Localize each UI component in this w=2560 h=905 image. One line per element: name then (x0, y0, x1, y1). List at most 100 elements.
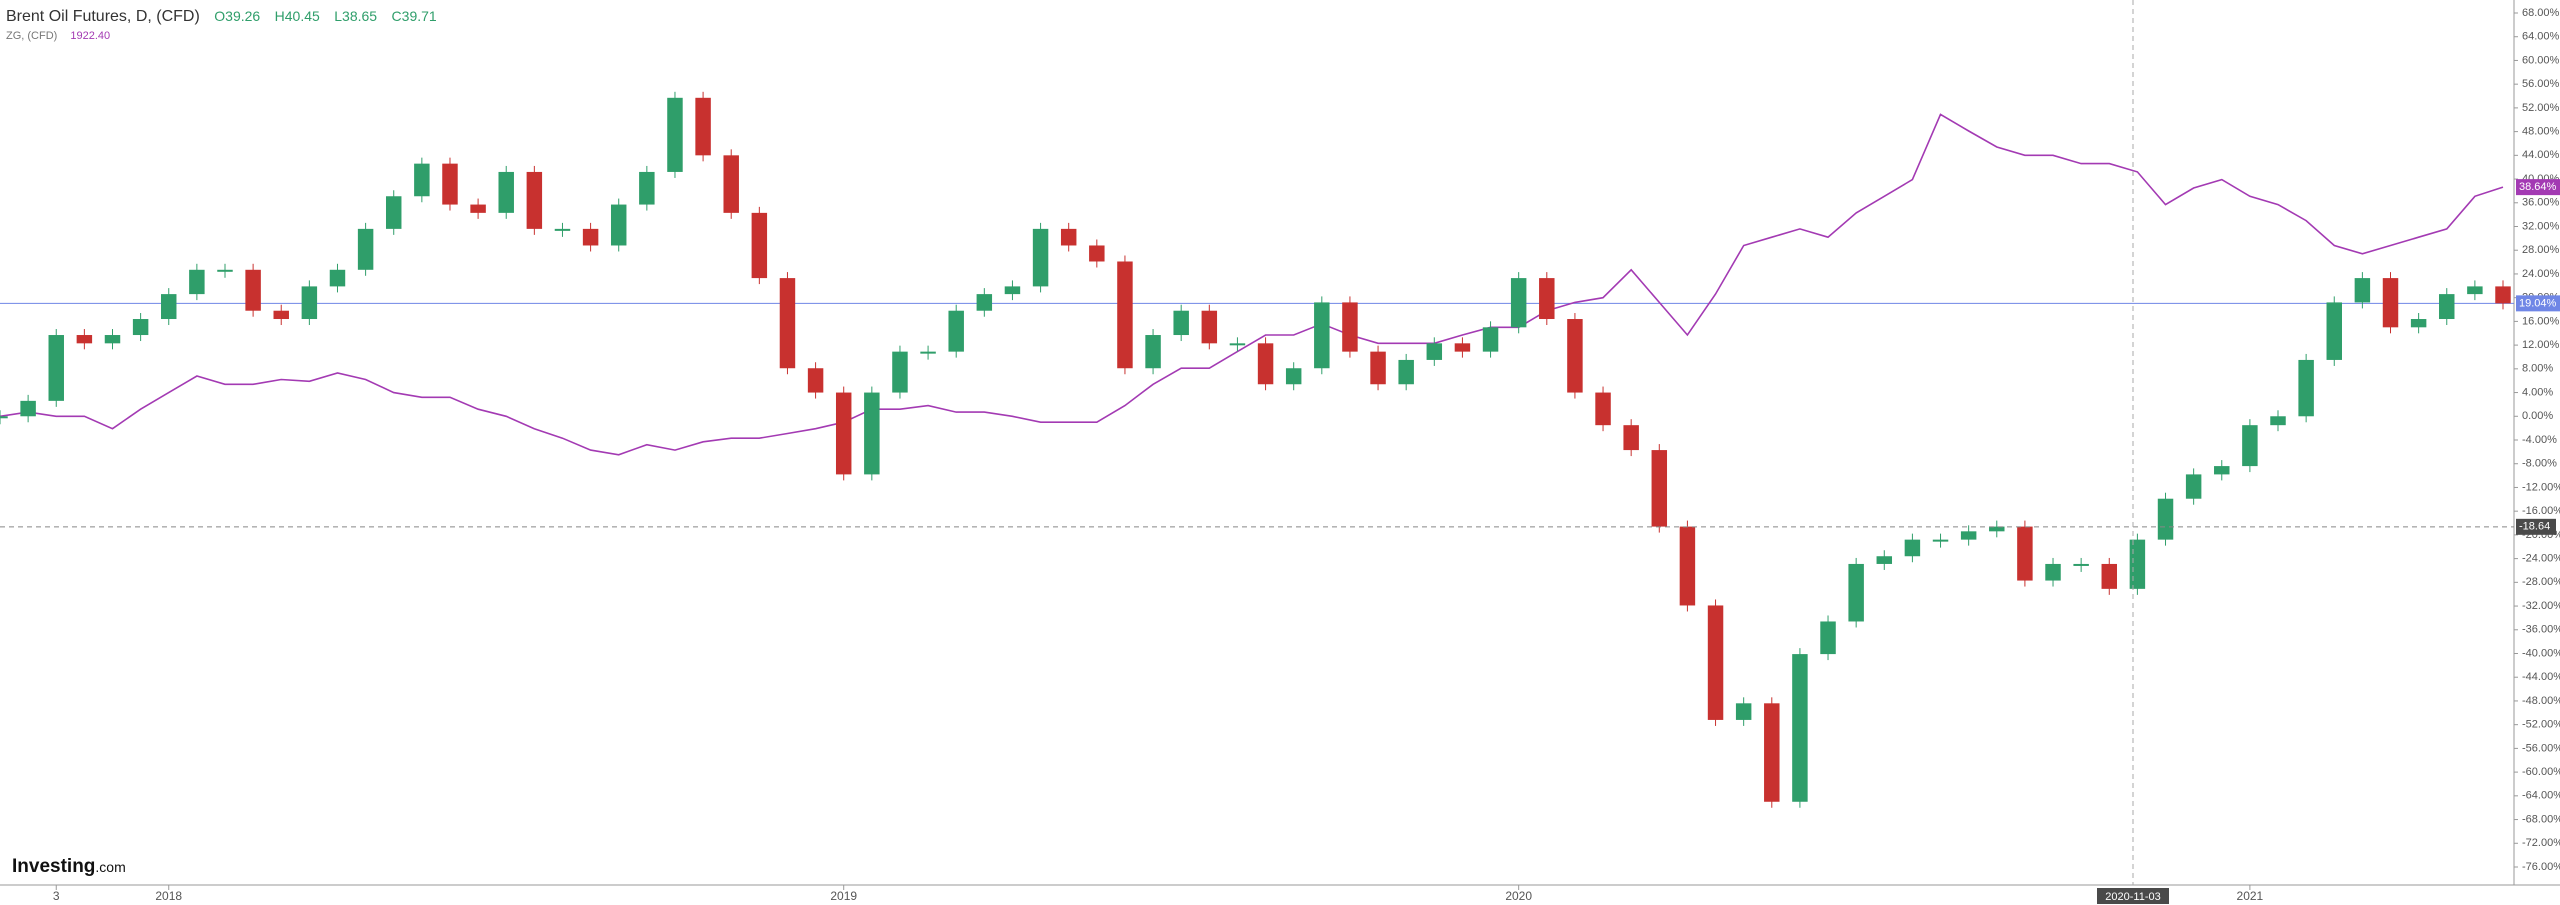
x-tick-label: 2019 (830, 889, 857, 903)
candle (1567, 319, 1583, 393)
y-tick-label: -60.00% (2522, 766, 2560, 778)
y-tick-label: 36.00% (2522, 197, 2560, 209)
candle (1651, 450, 1668, 527)
y-tick-label: -32.00% (2522, 600, 2560, 612)
candle (1257, 343, 1274, 385)
compare-value: 1922.40 (70, 30, 111, 42)
y-tick-label: 68.00% (2522, 7, 2560, 19)
candle (2242, 425, 2258, 467)
candle (723, 155, 739, 213)
y-tick-label: -40.00% (2522, 647, 2560, 659)
candle (414, 163, 430, 197)
y-tick-label: -4.00% (2522, 434, 2557, 446)
y-tick-label: 16.00% (2522, 315, 2560, 327)
candle (835, 392, 852, 475)
crosshair-x-box (2097, 888, 2169, 904)
candle (2045, 563, 2061, 581)
brand-suffix: .com (95, 859, 126, 875)
y-tick-label: -56.00% (2522, 742, 2560, 754)
y-tick-label: -44.00% (2522, 671, 2560, 683)
candle (1989, 526, 2005, 532)
candle (161, 294, 177, 320)
candle (667, 97, 683, 172)
candle (1004, 286, 1021, 295)
y-tick-label: 24.00% (2522, 268, 2560, 280)
candle (498, 171, 514, 213)
candle (1285, 368, 1302, 385)
candle (526, 171, 543, 229)
candle (1342, 302, 1358, 352)
candle (1904, 539, 1921, 557)
y-tick-label: -48.00% (2522, 695, 2560, 707)
candle (1060, 228, 1077, 246)
candle (2495, 286, 2511, 304)
candle (779, 278, 796, 369)
compare-name[interactable]: ZG, (CFD) (6, 30, 58, 42)
candle (2326, 302, 2342, 360)
ohlc-open: O39.26 (214, 8, 261, 24)
compare-header: ZG, (CFD) 1922.40 (6, 30, 120, 42)
candle (1426, 343, 1443, 360)
y-tick-label: -28.00% (2522, 576, 2560, 588)
candle (1960, 531, 1977, 540)
candle (0, 416, 8, 419)
candle (948, 310, 964, 352)
candle (2439, 294, 2455, 320)
candle (1370, 351, 1386, 385)
candle (2129, 539, 2146, 589)
candle (2410, 319, 2427, 328)
candle (2185, 474, 2202, 499)
candle (892, 351, 908, 393)
y-tick-label: -24.00% (2522, 553, 2560, 565)
candle (273, 310, 289, 320)
ohlc-low: L38.65 (334, 8, 378, 24)
compare-line (0, 113, 2504, 456)
candle (610, 204, 627, 246)
y-tick-label: 56.00% (2522, 78, 2560, 90)
y-tick-label: -68.00% (2522, 813, 2560, 825)
y-tick-label: -36.00% (2522, 624, 2560, 636)
candle (1595, 392, 1611, 426)
candle (1735, 703, 1752, 720)
candle (48, 335, 64, 401)
candle (1089, 245, 1105, 262)
candle (20, 400, 36, 417)
candle (1876, 556, 1893, 564)
brand-name: Investing (12, 856, 96, 877)
y-tick-label: 0.00% (2522, 410, 2553, 422)
candle (639, 171, 655, 205)
candle (1145, 335, 1161, 369)
y-tick-label: 48.00% (2522, 126, 2560, 138)
x-tick-label: 2021 (2237, 889, 2264, 903)
y-tick-label: 64.00% (2522, 31, 2560, 43)
candle (807, 368, 824, 393)
candle (2073, 563, 2089, 566)
symbol-title[interactable]: Brent Oil Futures, D, (CFD) (6, 8, 200, 25)
x-tick-label: 2020 (1505, 889, 1532, 903)
candle (2382, 278, 2399, 328)
y-tick-label: -52.00% (2522, 719, 2560, 731)
y-tick-label: -76.00% (2522, 861, 2560, 873)
candle (329, 269, 346, 287)
candle (2214, 466, 2230, 475)
candle (1820, 621, 1836, 655)
candle (1623, 425, 1639, 451)
candle (1032, 228, 1049, 287)
ohlc-close: C39.71 (391, 8, 437, 24)
candle (2270, 416, 2286, 426)
candle (751, 212, 768, 279)
candle (442, 163, 458, 205)
candle (582, 228, 599, 246)
crosshair-x-label: 2020-11-03 (2105, 891, 2160, 903)
candle (864, 392, 880, 475)
last-value-box (2516, 295, 2560, 312)
candle (1398, 359, 1414, 385)
last-value-label: 19.04% (2519, 297, 2557, 309)
candle (1764, 703, 1780, 802)
candle (189, 269, 205, 295)
ohlc-high: H40.45 (274, 8, 320, 24)
x-tick-label: 3 (53, 889, 60, 903)
y-tick-label: 12.00% (2522, 339, 2560, 351)
